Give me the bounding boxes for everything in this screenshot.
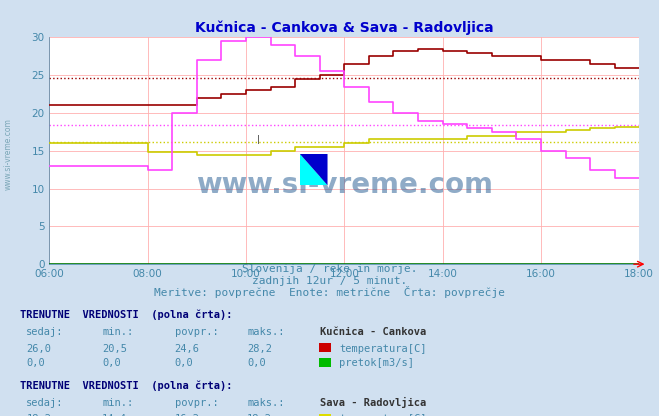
- Text: min.:: min.:: [102, 327, 133, 337]
- Text: 18,2: 18,2: [26, 414, 51, 416]
- Text: temperatura[C]: temperatura[C]: [339, 344, 427, 354]
- Text: 20,5: 20,5: [102, 344, 127, 354]
- Text: maks.:: maks.:: [247, 398, 285, 408]
- Text: TRENUTNE  VREDNOSTI  (polna črta):: TRENUTNE VREDNOSTI (polna črta):: [20, 310, 232, 320]
- Text: Kučnica - Cankova: Kučnica - Cankova: [320, 327, 426, 337]
- Text: 0,0: 0,0: [102, 358, 121, 368]
- Text: povpr.:: povpr.:: [175, 327, 218, 337]
- Polygon shape: [300, 154, 328, 185]
- Text: 28,2: 28,2: [247, 344, 272, 354]
- Text: 24,6: 24,6: [175, 344, 200, 354]
- Text: Sava - Radovljica: Sava - Radovljica: [320, 396, 426, 408]
- Text: www.si-vreme.com: www.si-vreme.com: [196, 171, 493, 199]
- Title: Kučnica - Cankova & Sava - Radovljica: Kučnica - Cankova & Sava - Radovljica: [195, 20, 494, 35]
- Text: Meritve: povprečne  Enote: metrične  Črta: povprečje: Meritve: povprečne Enote: metrične Črta:…: [154, 286, 505, 298]
- Text: TRENUTNE  VREDNOSTI  (polna črta):: TRENUTNE VREDNOSTI (polna črta):: [20, 381, 232, 391]
- Text: Slovenija / reke in morje.: Slovenija / reke in morje.: [242, 265, 417, 275]
- Text: 0,0: 0,0: [175, 358, 193, 368]
- Text: maks.:: maks.:: [247, 327, 285, 337]
- Text: |: |: [258, 135, 260, 144]
- Text: sedaj:: sedaj:: [26, 327, 64, 337]
- Text: pretok[m3/s]: pretok[m3/s]: [339, 358, 415, 368]
- Text: temperatura[C]: temperatura[C]: [339, 414, 427, 416]
- Text: 0,0: 0,0: [247, 358, 266, 368]
- Text: sedaj:: sedaj:: [26, 398, 64, 408]
- Polygon shape: [300, 154, 328, 185]
- Text: 0,0: 0,0: [26, 358, 45, 368]
- Text: min.:: min.:: [102, 398, 133, 408]
- Text: www.si-vreme.com: www.si-vreme.com: [3, 118, 13, 190]
- Text: 16,2: 16,2: [175, 414, 200, 416]
- Text: 26,0: 26,0: [26, 344, 51, 354]
- Text: povpr.:: povpr.:: [175, 398, 218, 408]
- Text: zadnjih 12ur / 5 minut.: zadnjih 12ur / 5 minut.: [252, 276, 407, 286]
- Text: 18,2: 18,2: [247, 414, 272, 416]
- Text: 14,4: 14,4: [102, 414, 127, 416]
